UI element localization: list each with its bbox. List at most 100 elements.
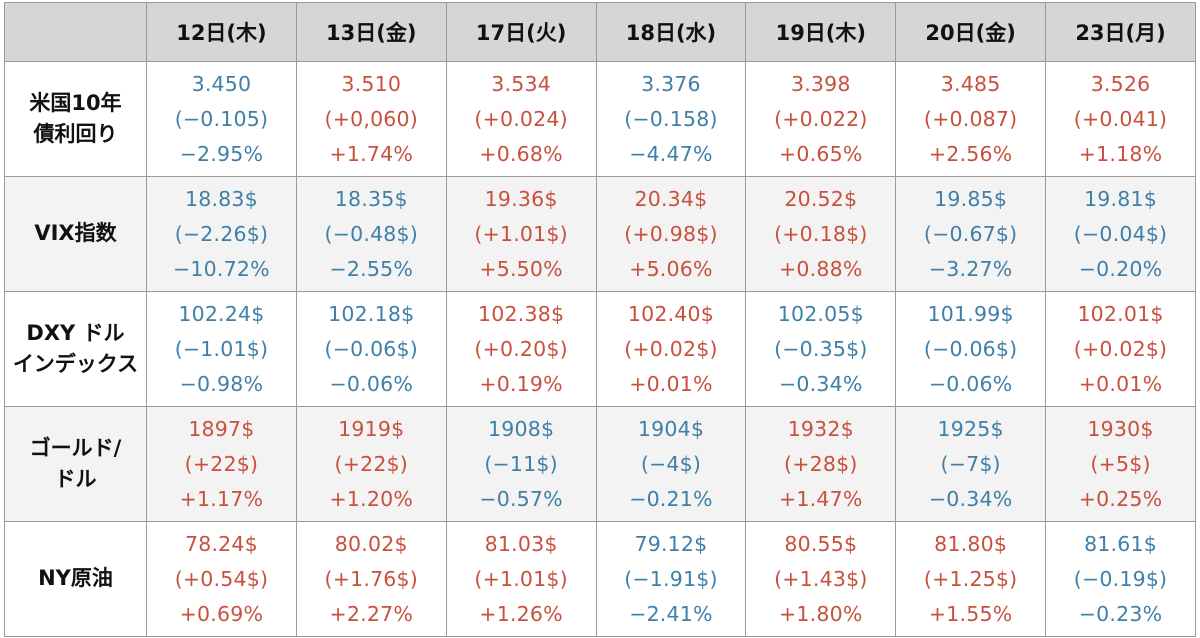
cell-content: 81.03$ (+1.01$) +1.26%: [447, 527, 596, 632]
cell-content: 101.99$ (−0.06$) −0.06%: [896, 297, 1045, 402]
cell-percent: +0.19%: [479, 371, 563, 396]
cell-percent: −0.57%: [479, 486, 563, 511]
data-cell: 79.12$ (−1.91$) −2.41%: [595, 521, 747, 637]
cell-value: 81.61$: [1084, 531, 1157, 556]
cell-content: 81.80$ (+1.25$) +1.55%: [896, 527, 1045, 632]
cell-change: (+5$): [1090, 451, 1151, 476]
data-cell: 1919$ (+22$) +1.20%: [295, 406, 447, 522]
cell-content: 1908$ (−11$) −0.57%: [447, 412, 596, 517]
cell-change: (−0.06$): [324, 336, 418, 361]
cell-content: 18.83$ (−2.26$) −10.72%: [147, 182, 296, 287]
cell-percent: +1.55%: [928, 601, 1013, 626]
cell-change: (+0.18$): [774, 221, 868, 246]
cell-content: 19.36$ (+1.01$) +5.50%: [447, 182, 596, 287]
cell-change: (+1.25$): [923, 566, 1018, 591]
cell-value: 102.40$: [627, 301, 715, 326]
data-cell: 102.40$ (+0.02$) +0.01%: [595, 291, 747, 407]
row-label-line: ゴールド/: [29, 435, 122, 460]
cell-content: 80.55$ (+1.43$) +1.80%: [746, 527, 895, 632]
data-cell: 1925$ (−7$) −0.34%: [895, 406, 1047, 522]
cell-percent: +0.68%: [479, 141, 563, 166]
cell-percent: +1.26%: [479, 601, 563, 626]
data-cell: 81.80$ (+1.25$) +1.55%: [895, 521, 1047, 637]
cell-content: 3.485 (+0.087) +2.56%: [896, 67, 1045, 172]
cell-value: 102.38$: [478, 301, 565, 326]
cell-value: 3.510: [341, 71, 402, 96]
cell-content: 102.38$ (+0.20$) +0.19%: [447, 297, 596, 402]
cell-percent: +0.65%: [779, 141, 863, 166]
cell-value: 78.24$: [184, 531, 258, 556]
data-cell: 3.376 (−0.158) −4.47%: [595, 61, 747, 177]
cell-percent: −0.06%: [329, 371, 414, 396]
row-label-line: 米国10年: [29, 90, 122, 115]
row-label: ゴールド/ドル: [4, 406, 147, 522]
cell-change: (−0.158): [624, 106, 718, 131]
cell-value: 101.99$: [927, 301, 1014, 326]
data-cell: 20.34$ (+0.98$) +5.06%: [595, 176, 747, 292]
cell-value: 20.52$: [784, 186, 858, 211]
data-cell: 19.85$ (−0.67$) −3.27%: [895, 176, 1047, 292]
cell-content: 3.526 (+0.041) +1.18%: [1046, 67, 1195, 172]
cell-value: 1904$: [637, 416, 705, 441]
cell-content: 20.34$ (+0.98$) +5.06%: [597, 182, 746, 287]
table-body: 米国10年 債利回り 3.450 (−0.105) −2.95% 3.510 (+0,060…: [4, 61, 1196, 637]
cell-change: (−0.19$): [1073, 566, 1168, 591]
cell-percent: −4.47%: [629, 141, 713, 166]
cell-value: 3.398: [790, 71, 851, 96]
cell-content: 1897$ (+22$) +1.17%: [147, 412, 296, 517]
cell-change: (−0.105): [174, 106, 269, 131]
cell-change: (+0.087): [923, 106, 1018, 131]
data-cell: 3.510 (+0,060) +1.74%: [295, 61, 447, 177]
date-header: 13日(金): [295, 2, 447, 62]
data-cell: 102.05$ (−0.35$) −0.34%: [745, 291, 897, 407]
cell-percent: +1.80%: [779, 601, 863, 626]
cell-content: 78.24$ (+0.54$) +0.69%: [147, 527, 296, 632]
table-row: ゴールド/ドル 1897$ (+22$) +1.17% 1919$ (+22$) +1.20…: [4, 406, 1196, 522]
cell-change: (+22$): [334, 451, 409, 476]
date-header: 17日(火): [445, 2, 597, 62]
cell-value: 80.55$: [784, 531, 858, 556]
cell-change: (+0.20$): [474, 336, 568, 361]
cell-percent: −0.23%: [1078, 601, 1163, 626]
cell-value: 102.18$: [328, 301, 415, 326]
data-cell: 81.61$ (−0.19$) −0.23%: [1045, 521, 1196, 637]
cell-value: 81.80$: [934, 531, 1008, 556]
cell-change: (−4$): [640, 451, 702, 476]
row-label-line: DXY ドル: [26, 320, 125, 345]
cell-value: 19.36$: [484, 186, 558, 211]
row-label: DXY ドル インデックス: [4, 291, 147, 407]
cell-content: 20.52$ (+0.18$) +0.88%: [746, 182, 895, 287]
row-label-line: 債利回り: [33, 122, 118, 146]
cell-percent: −10.72%: [173, 256, 270, 281]
row-label-line: NY原油: [38, 566, 113, 591]
cell-percent: +1.18%: [1078, 141, 1163, 166]
data-cell: 20.52$ (+0.18$) +0.88%: [745, 176, 897, 292]
cell-percent: +5.50%: [479, 256, 563, 281]
cell-value: 102.24$: [178, 301, 265, 326]
cell-change: (−0.35$): [774, 336, 868, 361]
cell-change: (−2.26$): [174, 221, 269, 246]
row-label: 米国10年債利回り: [4, 61, 147, 177]
cell-change: (+0.024): [474, 106, 568, 131]
cell-content: 80.02$ (+1.76$) +2.27%: [297, 527, 446, 632]
cell-value: 1930$: [1087, 416, 1154, 441]
cell-content: 1925$ (−7$) −0.34%: [896, 412, 1045, 517]
data-cell: 1897$ (+22$) +1.17%: [146, 406, 297, 522]
cell-percent: −2.55%: [329, 256, 414, 281]
row-label: VIX指数: [4, 176, 147, 292]
cell-content: 18.35$ (−0.48$) −2.55%: [297, 182, 446, 287]
cell-change: (+0.54$): [174, 566, 269, 591]
cell-value: 18.35$: [334, 186, 408, 211]
data-cell: 102.38$ (+0.20$) +0.19%: [445, 291, 597, 407]
cell-content: 1932$ (+28$) +1.47%: [746, 412, 895, 517]
cell-percent: −2.95%: [179, 141, 264, 166]
data-cell: 80.55$ (+1.43$) +1.80%: [745, 521, 897, 637]
cell-change: (−11$): [484, 451, 558, 476]
cell-percent: +1.74%: [329, 141, 414, 166]
cell-value: 3.485: [940, 71, 1001, 96]
date-header: 23日(月): [1045, 2, 1196, 62]
row-label-line: VIX指数: [34, 221, 117, 246]
cell-content: 1904$ (−4$) −0.21%: [597, 412, 746, 517]
data-cell: 18.35$ (−0.48$) −2.55%: [295, 176, 447, 292]
data-cell: 78.24$ (+0.54$) +0.69%: [146, 521, 297, 637]
